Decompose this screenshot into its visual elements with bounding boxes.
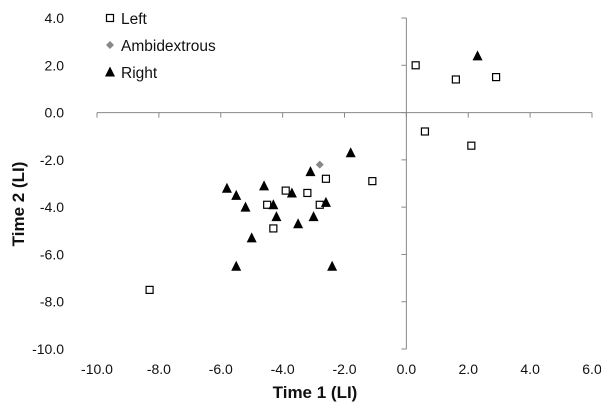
data-point-right (268, 199, 279, 210)
x-tick-label: 6.0 (582, 361, 601, 377)
data-point-right (286, 187, 297, 198)
legend-label-left: Left (121, 11, 148, 28)
y-tick-label: -4.0 (40, 199, 64, 215)
y-tick-label: 2.0 (45, 57, 65, 73)
data-point-left (368, 177, 377, 186)
y-axis-title: Time 2 (LI) (9, 162, 28, 247)
legend-label-ambidextrous: Ambidextrous (121, 38, 216, 55)
axes-layer: -10.0 -8.0 -6.0 -4.0 -2.0 0.0 2.0 4.0 6.0 -10.0 -8… (32, 10, 601, 377)
data-point-right (259, 180, 270, 191)
y-tick-label: -10.0 (32, 341, 64, 357)
x-tick-label: 2.0 (459, 361, 479, 377)
data-point-right (305, 166, 316, 177)
data-point-ambidextrous (315, 160, 324, 169)
x-tick-label: -8.0 (147, 361, 171, 377)
y-tick-label: -8.0 (40, 294, 64, 310)
data-point-right (240, 201, 251, 212)
data-point-left (420, 127, 430, 136)
data-point-right (246, 232, 257, 243)
data-point-left (491, 73, 501, 82)
data-point-right (472, 50, 483, 61)
data-point-right (327, 260, 338, 271)
legend-marker-ambidextrous (106, 41, 114, 49)
x-axis-title: Time 1 (LI) (273, 383, 358, 402)
data-point-left (467, 141, 476, 150)
x-tick-label: 0.0 (397, 361, 417, 377)
data-point-left (321, 174, 331, 183)
data-point-left (281, 186, 290, 195)
data-point-left (411, 61, 420, 70)
data-point-right (221, 182, 232, 193)
x-tick-label: -4.0 (271, 361, 295, 377)
y-tick-label: 4.0 (45, 10, 65, 26)
data-point-left (145, 285, 154, 294)
legend-marker-left (105, 13, 115, 23)
legend: Left Ambidextrous Right (105, 11, 216, 82)
y-tick-label: -2.0 (40, 152, 64, 168)
x-tick-label: 4.0 (520, 361, 540, 377)
x-tick-label: -6.0 (209, 361, 233, 377)
y-tick-label: 0.0 (45, 105, 65, 121)
points-layer (145, 50, 501, 294)
data-point-right (320, 196, 331, 207)
legend-label-right: Right (121, 65, 158, 82)
data-point-right (308, 211, 319, 222)
data-point-left (451, 75, 460, 84)
data-point-left (303, 188, 312, 198)
y-tick-label: -6.0 (40, 246, 64, 262)
data-point-right (345, 147, 356, 158)
data-point-left (269, 224, 278, 233)
data-point-right (231, 189, 242, 200)
legend-marker-right (105, 66, 115, 77)
data-point-right (293, 218, 304, 229)
x-tick-label: -10.0 (81, 361, 113, 377)
data-point-right (271, 211, 282, 222)
x-tick-label: -2.0 (332, 361, 356, 377)
data-point-right (231, 260, 242, 271)
